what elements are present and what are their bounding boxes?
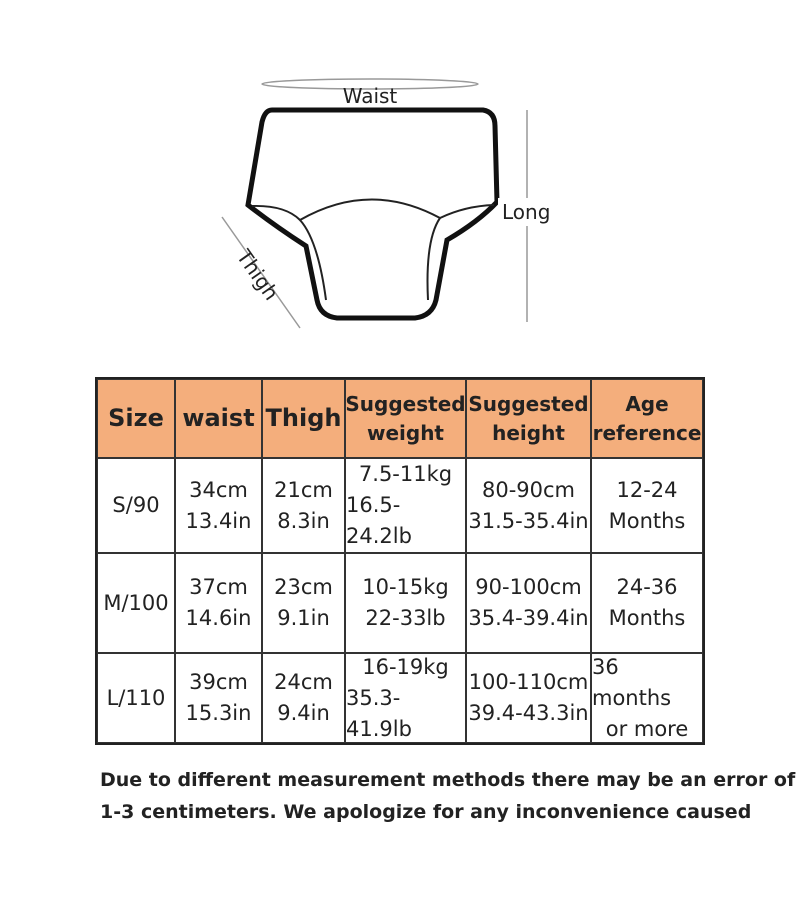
body-cell: 7.5-11kg 16.5-24.2lb [345, 458, 466, 553]
body-cell: 12-24 Months [591, 458, 703, 553]
header-cell: Suggested weight [345, 379, 466, 458]
cell-text: Age [625, 391, 669, 416]
cell-text: 10-15kg [362, 575, 449, 599]
cell-text: 8.3in [277, 508, 330, 533]
body-cell: L/110 [97, 653, 175, 743]
body-cell: 21cm 8.3in [262, 458, 345, 553]
cell-text: 36 months [592, 654, 672, 710]
cell-text: waist [182, 404, 255, 432]
diagram: Waist Long Thigh [221, 78, 558, 329]
body-cell: 80-90cm 31.5-35.4in [466, 458, 591, 553]
header-cell: Age reference [591, 379, 703, 458]
header-cell: waist [175, 379, 262, 458]
waist-label: Waist [343, 84, 398, 108]
header-cell: Thigh [262, 379, 345, 458]
cell-text: 90-100cm [475, 575, 582, 599]
header-cell: Size [97, 379, 175, 458]
cell-text: L/110 [106, 685, 166, 710]
leg-seam [299, 217, 441, 301]
cell-text: 9.4in [277, 701, 330, 725]
cell-text: 37cm [189, 575, 248, 599]
cell-text: 24cm [274, 670, 333, 694]
body-cell: 23cm 9.1in [262, 553, 345, 653]
note: Due to different measurement methods the… [100, 764, 795, 828]
body-cell: 16-19kg 35.3-41.9lb [345, 653, 466, 743]
cell-text: 35.3-41.9lb [346, 685, 412, 741]
body-cell: M/100 [97, 553, 175, 653]
cell-text: Months [608, 606, 686, 630]
waist-line [261, 78, 479, 90]
cell-text: 12-24 [616, 477, 678, 502]
waistband-seam [251, 198, 495, 222]
cell-text: 39cm [189, 670, 248, 694]
cell-text: 22-33lb [365, 606, 446, 630]
cell-text: Suggested [345, 391, 466, 416]
cell-text: 9.1in [277, 606, 330, 630]
body-cell: 90-100cm 35.4-39.4in [466, 553, 591, 653]
cell-text: Size [108, 404, 164, 432]
cell-text: 35.4-39.4in [468, 606, 589, 630]
cell-text: 21cm [274, 477, 333, 502]
body-cell: 37cm 14.6in [175, 553, 262, 653]
cell-text: 80-90cm [481, 477, 576, 502]
cell-text: 7.5-11kg [358, 462, 453, 486]
thigh-label: Thigh [231, 244, 283, 304]
cell-text: 100-110cm [468, 670, 589, 694]
header-cell: Suggested height [466, 379, 591, 458]
body-cell: S/90 [97, 458, 175, 553]
note-line: Due to different measurement methods the… [100, 769, 796, 791]
long-label: Long [502, 200, 550, 224]
cell-text: 31.5-35.4in [468, 508, 589, 533]
cell-text: reference [592, 420, 702, 445]
body-cell: 34cm 13.4in [175, 458, 262, 553]
note-line: 1-3 centimeters. We apologize for any in… [100, 801, 752, 823]
body-cell: 24cm 9.4in [262, 653, 345, 743]
body-cell: 10-15kg 22-33lb [345, 553, 466, 653]
thigh-line [221, 216, 301, 329]
body-cell: 24-36 Months [591, 553, 703, 653]
cell-text: M/100 [103, 590, 169, 615]
cell-text: 15.3in [185, 701, 252, 725]
cell-text: 14.6in [185, 606, 252, 630]
body-cell: 36 months or more [591, 653, 703, 743]
cell-text: S/90 [112, 493, 160, 517]
cell-text: 34cm [189, 477, 248, 502]
cell-text: 16-19kg [362, 654, 449, 679]
long-label-bg [498, 198, 558, 226]
cell-text: height [492, 420, 565, 445]
cell-text: Suggested [468, 391, 589, 416]
cell-text: Thigh [265, 404, 342, 432]
cell-text: Months [608, 508, 686, 533]
size-table: Size waist Thigh Suggested weight Suggested he… [95, 377, 705, 745]
garment-outline [245, 107, 500, 321]
cell-text: 39.4-43.3in [468, 701, 589, 725]
cell-text: 13.4in [185, 508, 252, 533]
cell-text: 24-36 [616, 575, 678, 599]
cell-text: weight [366, 420, 444, 445]
body-cell: 39cm 15.3in [175, 653, 262, 743]
cell-text: 23cm [274, 575, 333, 599]
cell-text: or more [605, 716, 689, 741]
cell-text: 16.5-24.2lb [346, 493, 412, 548]
body-cell: 100-110cm 39.4-43.3in [466, 653, 591, 743]
